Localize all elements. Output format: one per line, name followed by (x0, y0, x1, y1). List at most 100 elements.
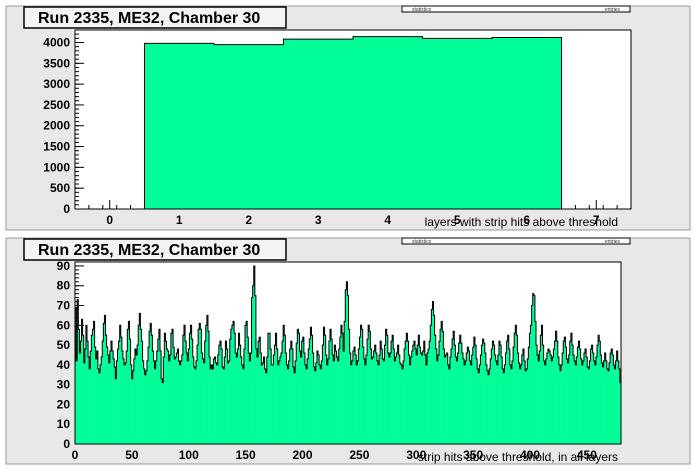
histogram-bar (586, 356, 588, 444)
histogram-bar (81, 319, 83, 444)
plot-border (74, 261, 622, 445)
histogram-bar (312, 353, 314, 444)
histogram-bar (160, 351, 162, 444)
histogram-bar (153, 360, 155, 444)
x-tick-label: 50 (125, 448, 139, 462)
histogram-bar (368, 325, 370, 444)
histogram-bar (136, 354, 138, 444)
histogram-bar (241, 364, 244, 444)
histogram-bar (325, 354, 328, 444)
histogram-bar (401, 368, 404, 444)
histogram-bar (461, 353, 464, 444)
histogram-bar (295, 360, 297, 444)
histogram-bar (187, 360, 189, 444)
histogram-bar (612, 354, 614, 444)
histogram-bar (320, 368, 322, 444)
histogram-bar (108, 362, 111, 444)
histogram-bar (216, 364, 219, 444)
histogram-bar (177, 349, 179, 444)
histogram-bar (134, 349, 137, 444)
histogram-bar (476, 358, 478, 444)
histogram-bar (551, 360, 553, 444)
histogram-bar (517, 353, 519, 444)
histogram-bar (605, 360, 608, 444)
histogram-bar (455, 356, 457, 444)
histogram-bar (498, 341, 501, 444)
histogram-bar (328, 341, 331, 444)
bars-group (75, 265, 622, 444)
histogram-bar (245, 325, 247, 444)
histogram-bar (440, 329, 442, 444)
histogram-bar (559, 370, 562, 444)
histogram-bar (465, 360, 467, 444)
x-tick-label: 3 (315, 213, 322, 227)
histogram-bar (450, 349, 453, 444)
stats-box: statistics entries (401, 237, 631, 245)
histogram-bar (506, 341, 508, 444)
histogram-bar (345, 289, 347, 444)
histogram-bar (591, 345, 593, 444)
histogram-bar (569, 341, 572, 444)
histogram-bar (587, 366, 589, 444)
histogram-bar (155, 360, 158, 444)
histogram-bar (590, 349, 592, 444)
histogram-bar (291, 349, 294, 444)
histogram-bar (113, 358, 115, 444)
histogram-bar (154, 368, 156, 444)
histogram-bar (265, 372, 268, 444)
x-tick-label: 200 (292, 448, 312, 462)
title-box-frame (23, 6, 287, 29)
y-tick-label: 60 (57, 318, 71, 332)
stats-box-frame (401, 237, 631, 245)
histogram-bar (484, 353, 487, 444)
histogram-bar (529, 333, 531, 444)
y-tick-label: 0 (63, 437, 70, 451)
histogram-bar (171, 329, 174, 444)
histogram-bar (512, 360, 514, 444)
histogram-bar (594, 364, 597, 444)
title-box-frame (23, 238, 287, 261)
histogram-bar (360, 325, 362, 444)
histogram-bar (467, 347, 469, 444)
histogram-bar (358, 349, 360, 444)
histogram-bar (137, 345, 139, 444)
histogram-bar (195, 360, 198, 444)
histogram-bar (494, 354, 496, 444)
histogram-bar (110, 341, 113, 444)
histogram-bar (260, 353, 262, 444)
histogram-bar (215, 362, 217, 444)
x-axis-label: layers with strip hits above threshold (425, 215, 618, 229)
histogram-bar (308, 349, 310, 444)
histogram-bar (614, 368, 616, 444)
histogram-bar (266, 356, 269, 444)
histogram-bar (91, 335, 93, 444)
y-tick-label: 3000 (43, 77, 70, 91)
histogram-bar (339, 337, 342, 444)
histogram-bar (294, 372, 296, 444)
histogram-bar (448, 368, 451, 444)
histogram-bar (541, 325, 543, 444)
histogram-bar (408, 354, 410, 444)
histogram-bar (309, 339, 311, 444)
histogram-bar (323, 327, 325, 444)
histogram-bar (249, 360, 251, 444)
histogram-bar (337, 360, 340, 444)
histogram-bar (76, 360, 78, 444)
histogram-bar (462, 358, 465, 444)
histogram-bar (474, 345, 477, 444)
y-tick-label: 80 (57, 279, 71, 293)
histogram-bar (597, 345, 599, 444)
histogram-bar (565, 347, 567, 444)
histogram-bar (352, 351, 355, 444)
histogram-bar (275, 333, 277, 444)
histogram-bar (283, 325, 285, 444)
histogram-bar (442, 331, 444, 444)
histogram-bar (344, 321, 346, 444)
histogram-bar (353, 36, 423, 210)
histogram-bar (592, 353, 595, 444)
x-axis-label: strip hits above threshold, in all layer… (418, 450, 618, 464)
histogram-bar (152, 351, 154, 444)
x-tick-label: 2 (245, 213, 252, 227)
histogram-bar (338, 349, 341, 444)
histogram-bar (449, 356, 452, 444)
